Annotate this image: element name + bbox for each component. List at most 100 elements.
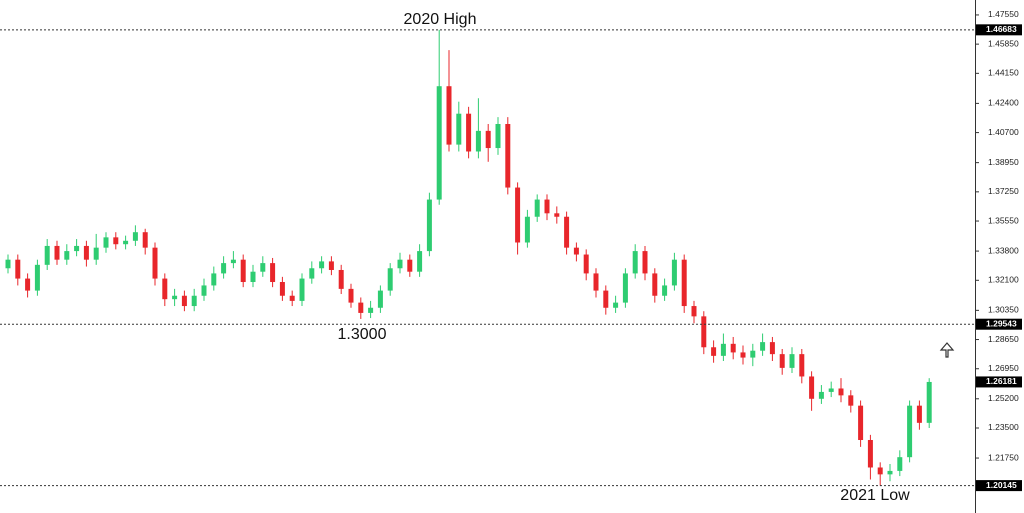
- candle-body: [279, 282, 285, 296]
- price-label: 1.46683: [986, 24, 1017, 34]
- annotation: 2020 High: [404, 11, 477, 28]
- candle-body: [662, 285, 668, 296]
- candle-body: [64, 251, 70, 260]
- candle-body: [720, 343, 726, 356]
- candle-body: [681, 259, 687, 307]
- candle-body: [309, 268, 315, 279]
- candle-body: [642, 251, 648, 274]
- candle-body: [652, 273, 658, 296]
- candle-body: [191, 295, 197, 307]
- candle-body: [211, 273, 217, 286]
- y-tick-label: 1.45850: [988, 38, 1019, 48]
- price-label-box: [976, 376, 1022, 388]
- annotation: 1.3000: [338, 326, 387, 343]
- candle-body: [299, 278, 305, 301]
- candle-body: [534, 199, 540, 217]
- candle-body: [172, 295, 178, 300]
- y-tick-label: 1.25200: [988, 393, 1019, 403]
- candle-body: [907, 405, 913, 458]
- candle-body: [524, 216, 530, 243]
- price-label-box: [976, 318, 1022, 330]
- candle-body: [54, 245, 60, 260]
- candle-body: [632, 251, 638, 274]
- candle-body: [505, 123, 511, 188]
- candle-body: [799, 354, 805, 377]
- candle-body: [260, 263, 266, 272]
- candle-body: [564, 216, 570, 248]
- y-tick-label: 1.47550: [988, 9, 1019, 19]
- y-tick-label: 1.33800: [988, 245, 1019, 255]
- candle-body: [15, 259, 21, 279]
- candle-body: [544, 199, 550, 214]
- candle-body: [897, 457, 903, 471]
- candle-body: [113, 237, 119, 245]
- candle-body: [838, 388, 844, 396]
- candle-body: [162, 278, 168, 300]
- y-tick-label: 1.21750: [988, 452, 1019, 462]
- candle-body: [466, 113, 472, 152]
- candle-body: [926, 381, 932, 423]
- candle-body: [387, 268, 393, 291]
- candle-body: [456, 113, 462, 145]
- candle-body: [789, 354, 795, 368]
- price-label-box: [976, 24, 1022, 36]
- candle-body: [769, 342, 775, 355]
- candle-body: [25, 278, 31, 291]
- candle-body: [142, 232, 148, 248]
- candle-body: [760, 342, 766, 351]
- candle-body: [221, 263, 227, 274]
- y-tick-label: 1.44150: [988, 68, 1019, 78]
- candle-body: [701, 316, 707, 348]
- candle-body: [250, 271, 256, 283]
- candle-body: [436, 86, 442, 200]
- candle-body: [809, 376, 815, 399]
- price-label-box: [976, 480, 1022, 492]
- candle-body: [5, 259, 11, 269]
- candle-body: [887, 470, 893, 475]
- candle-body: [417, 251, 423, 272]
- candle-body: [74, 245, 80, 252]
- y-tick-label: 1.26950: [988, 363, 1019, 373]
- candle-body: [426, 199, 432, 252]
- y-tick-label: 1.32100: [988, 275, 1019, 285]
- candle-body: [711, 347, 717, 356]
- candle-body: [270, 263, 276, 283]
- candle-body: [867, 440, 873, 468]
- candle-body: [44, 245, 50, 265]
- candle-body: [603, 290, 609, 308]
- candle-body: [407, 259, 413, 272]
- candle-body: [103, 237, 109, 248]
- candle-body: [358, 302, 364, 313]
- candle-body: [93, 247, 99, 260]
- candle-body: [515, 187, 521, 243]
- candle-body: [34, 264, 40, 291]
- candle-body: [240, 259, 246, 283]
- candle-body: [573, 247, 579, 255]
- candle-body: [916, 405, 922, 423]
- y-tick-label: 1.23500: [988, 422, 1019, 432]
- arrow-icon: [939, 342, 955, 358]
- candle-body: [319, 261, 325, 269]
- y-tick-label: 1.28650: [988, 334, 1019, 344]
- candle-body: [348, 288, 354, 303]
- candle-body: [818, 391, 824, 399]
- price-label: 1.29543: [986, 318, 1017, 328]
- candle-body: [858, 405, 864, 441]
- y-tick-label: 1.42400: [988, 98, 1019, 108]
- candle-body: [230, 259, 236, 264]
- annotation: 2021 Low: [840, 487, 910, 504]
- y-tick-label: 1.38950: [988, 157, 1019, 167]
- y-tick-label: 1.30350: [988, 305, 1019, 315]
- y-tick-label: 1.37250: [988, 186, 1019, 196]
- candle-body: [622, 273, 628, 303]
- y-tick-label: 1.35550: [988, 215, 1019, 225]
- candle-body: [691, 306, 697, 317]
- candle-body: [495, 123, 501, 149]
- candle-body: [877, 467, 883, 475]
- candle-body: [83, 245, 89, 260]
- candle-body: [779, 354, 785, 368]
- candle-body: [181, 295, 187, 307]
- candle-body: [730, 343, 736, 353]
- price-label: 1.26181: [986, 376, 1017, 386]
- y-tick-label: 1.40700: [988, 127, 1019, 137]
